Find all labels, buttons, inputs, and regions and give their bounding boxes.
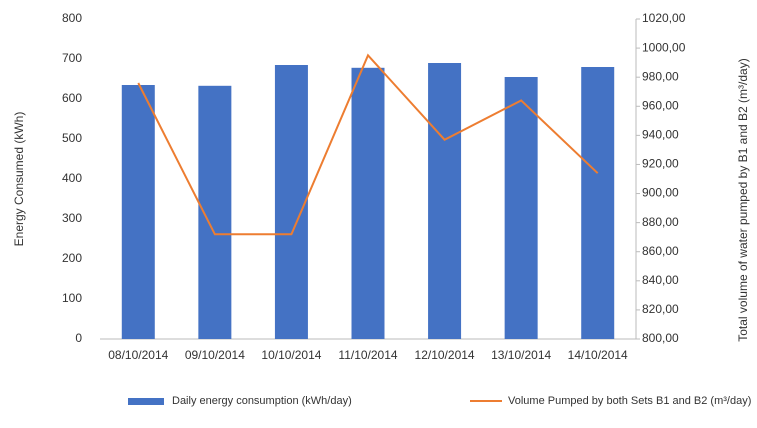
y-tick-label: 400: [62, 171, 82, 185]
y2-tick-label: 1000,00: [642, 40, 686, 54]
x-tick-label: 12/10/2014: [415, 348, 475, 362]
y2-tick-label: 860,00: [642, 244, 679, 258]
line: [137, 53, 599, 236]
y2-tick-label: 940,00: [642, 128, 679, 142]
x-tick-label: 11/10/2014: [338, 348, 397, 362]
y-tick-label: 700: [62, 51, 82, 65]
y2-tick-label: 1020,00: [642, 11, 686, 25]
y-tick-label: 500: [62, 131, 82, 145]
bar: [581, 67, 615, 339]
x-tick-label: 09/10/2014: [185, 348, 245, 362]
y2-tick-label: 800,00: [642, 331, 679, 345]
legend-swatch: [128, 398, 164, 405]
bar: [274, 65, 308, 339]
y2-tick-label: 900,00: [642, 186, 679, 200]
bar: [351, 67, 385, 340]
y2-tick-label: 980,00: [642, 69, 679, 83]
legend-entry: Volume Pumped by both Sets B1 and B2 (m³…: [508, 395, 752, 407]
x-tick-label: 10/10/2014: [261, 348, 321, 362]
y-tick-label: 100: [62, 291, 82, 305]
y-tick-label: 300: [62, 211, 82, 225]
bar: [504, 77, 538, 339]
y2-tick-label: 880,00: [642, 215, 679, 229]
y2-tick-label: 840,00: [642, 273, 679, 287]
y-axis-label: Energy Consumed (kWh): [12, 112, 26, 247]
y2-tick-label: 960,00: [642, 98, 679, 112]
y-tick-label: 0: [75, 331, 82, 345]
bar: [428, 63, 462, 339]
y2-tick-label: 820,00: [642, 302, 679, 316]
y2-axis-label: Total volume of water pumped by B1 and B…: [736, 58, 750, 341]
x-tick-label: 13/10/2014: [491, 348, 551, 362]
legend-entry: Daily energy consumption (kWh/day): [172, 395, 352, 407]
y-tick-label: 200: [62, 251, 82, 265]
bar: [121, 85, 155, 339]
y2-tick-label: 920,00: [642, 157, 679, 171]
x-tick-label: 08/10/2014: [108, 348, 168, 362]
x-tick-label: 14/10/2014: [568, 348, 628, 362]
y-tick-label: 600: [62, 91, 82, 105]
y-tick-label: 800: [62, 11, 82, 25]
